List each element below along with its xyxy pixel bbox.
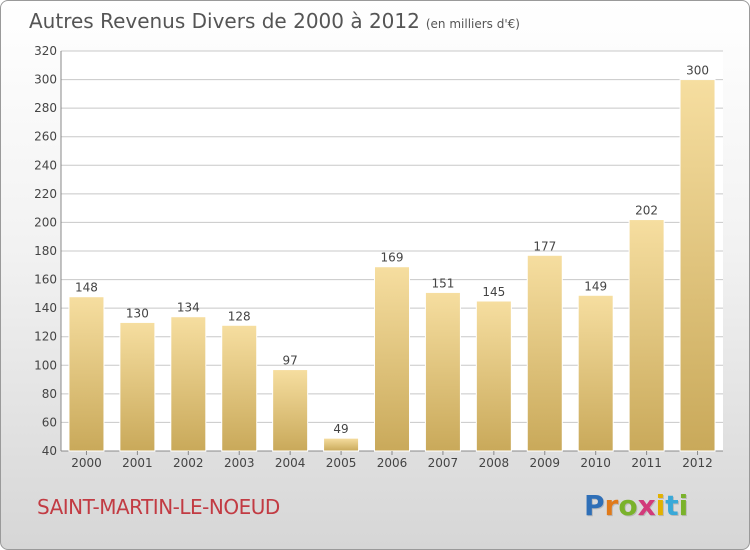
bar-2004 (272, 369, 309, 452)
y-tick-label: 80 (42, 387, 57, 401)
x-tick-label-2006: 2006 (377, 456, 408, 470)
data-label-2005: 49 (333, 422, 348, 436)
y-tick-label: 200 (34, 215, 57, 229)
x-tick-label-2001: 2001 (122, 456, 153, 470)
chart-title-text: Autres Revenus Divers de 2000 à 2012 (29, 9, 420, 33)
bar-2010 (577, 294, 614, 452)
bar-2007 (424, 291, 461, 452)
y-tick-label: 280 (34, 101, 57, 115)
y-tick-label: 220 (34, 187, 57, 201)
place-name: SAINT-MARTIN-LE-NOEUD (37, 495, 280, 519)
y-tick-label: 40 (42, 444, 57, 458)
y-tick-label: 140 (34, 301, 57, 315)
logo-letter: t (665, 489, 679, 522)
data-label-2007: 151 (431, 276, 454, 290)
bar-2009 (526, 254, 563, 452)
logo-letter: o (618, 489, 638, 522)
y-tick-label: 260 (34, 130, 57, 144)
bar-2011 (628, 219, 665, 452)
data-label-2004: 97 (283, 354, 298, 368)
data-label-2011: 202 (635, 204, 658, 218)
x-tick-label-2004: 2004 (275, 456, 306, 470)
bar-2000 (68, 296, 105, 452)
data-label-2008: 145 (482, 285, 505, 299)
bar-2005 (323, 437, 360, 452)
y-tick-label: 240 (34, 158, 57, 172)
plot-area: 40 60 80 100 120 140 160 180 200 220 240 260 280 300 3… (34, 44, 723, 470)
x-tick-label-2003: 2003 (224, 456, 255, 470)
proxiti-logo: Proxiti (584, 489, 688, 522)
x-tick-label-2012: 2012 (682, 456, 713, 470)
x-tick-label-2008: 2008 (479, 456, 510, 470)
bar-2012 (679, 79, 716, 452)
data-label-2012: 300 (686, 64, 709, 78)
y-tick-label: 120 (34, 330, 57, 344)
chart-title: Autres Revenus Divers de 2000 à 2012 (en … (29, 9, 520, 33)
bar-2003 (221, 324, 258, 452)
chart-subtitle: (en milliers d'€) (425, 17, 520, 31)
y-tick-label: 100 (34, 358, 57, 372)
x-tick-label-2005: 2005 (326, 456, 357, 470)
logo-letter: i (655, 489, 666, 522)
y-tick-label: 160 (34, 273, 57, 287)
data-label-2009: 177 (533, 239, 556, 253)
data-label-2003: 128 (228, 309, 251, 323)
x-tick-label-2000: 2000 (71, 456, 102, 470)
bar-2006 (374, 266, 410, 452)
data-label-2001: 130 (126, 306, 149, 320)
logo-letter: P (584, 489, 605, 522)
y-tick-label: 60 (42, 415, 57, 429)
bar-2002 (170, 316, 207, 452)
data-label-2006: 169 (381, 251, 404, 265)
logo-letter: r (604, 489, 619, 522)
x-tick-label-2010: 2010 (580, 456, 611, 470)
bar-2008 (475, 300, 512, 452)
x-tick-label-2007: 2007 (428, 456, 459, 470)
x-tick-label-2011: 2011 (631, 456, 662, 470)
y-tick-label: 300 (34, 73, 57, 87)
logo-letter: x (637, 489, 656, 522)
data-label-2000: 148 (75, 281, 98, 295)
logo-letter: i (678, 489, 689, 522)
x-tick-label-2002: 2002 (173, 456, 204, 470)
bar-2001 (119, 321, 156, 452)
y-tick-label: 180 (34, 244, 57, 258)
x-tick-label-2009: 2009 (529, 456, 560, 470)
data-label-2010: 149 (584, 279, 607, 293)
data-label-2002: 134 (177, 301, 200, 315)
y-tick-label: 320 (34, 44, 57, 58)
